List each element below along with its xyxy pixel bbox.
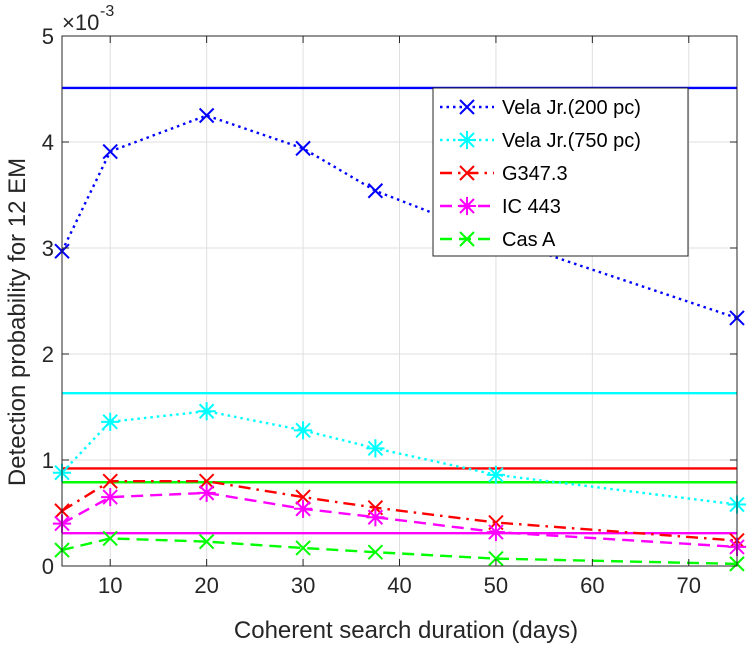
legend-marker bbox=[459, 165, 475, 181]
legend-label: G347.3 bbox=[502, 163, 568, 185]
x-tick-label: 40 bbox=[387, 573, 411, 598]
legend-marker bbox=[459, 231, 475, 247]
legend-marker bbox=[459, 99, 475, 115]
y-tick-label: 5 bbox=[42, 24, 54, 49]
x-tick-label: 60 bbox=[580, 573, 604, 598]
x-tick-label: 10 bbox=[98, 573, 122, 598]
legend-marker bbox=[457, 196, 477, 216]
data-point bbox=[293, 421, 313, 440]
data-point bbox=[197, 483, 216, 502]
legend-entry: Cas A bbox=[440, 229, 556, 251]
legend-entry: IC 443 bbox=[440, 196, 561, 218]
y-tick-label: 4 bbox=[42, 130, 54, 155]
data-point bbox=[486, 465, 506, 484]
y-tick-label: 2 bbox=[42, 342, 54, 367]
data-point bbox=[198, 533, 215, 550]
data-point bbox=[486, 522, 506, 542]
legend: Vela Jr.(200 pc) Vela Jr.(750 pc) G347.3 IC… bbox=[432, 87, 689, 257]
data-point bbox=[295, 540, 311, 556]
data-point bbox=[488, 550, 504, 567]
x-tick-label: 20 bbox=[194, 573, 218, 598]
data-point bbox=[366, 508, 385, 527]
legend-entry: G347.3 bbox=[440, 163, 568, 185]
x-tick-label: 70 bbox=[677, 573, 701, 598]
y-exponent-power: -3 bbox=[100, 3, 114, 20]
y-exponent-base: ×10 bbox=[62, 10, 99, 35]
legend-label: IC 443 bbox=[502, 196, 561, 218]
x-tick-label: 30 bbox=[291, 573, 315, 598]
y-tick-label: 0 bbox=[42, 554, 54, 579]
legend-entry: Vela Jr.(750 pc) bbox=[440, 130, 641, 152]
y-tick-label: 1 bbox=[42, 448, 54, 473]
series-4 bbox=[54, 530, 745, 572]
legend-marker bbox=[457, 130, 477, 150]
y-axis-title: Detection probability for 12 EM bbox=[4, 158, 31, 486]
legend-entry: Vela Jr.(200 pc) bbox=[440, 97, 641, 119]
axes bbox=[61, 35, 738, 567]
data-point bbox=[101, 412, 120, 431]
data-point bbox=[197, 402, 216, 421]
data-point bbox=[295, 140, 311, 157]
data-point bbox=[366, 439, 385, 458]
data-point bbox=[198, 473, 215, 489]
data-point bbox=[198, 107, 215, 124]
legend-label: Cas A bbox=[502, 229, 556, 251]
data-point bbox=[102, 143, 118, 160]
data-point bbox=[293, 499, 313, 518]
y-tick-label: 3 bbox=[42, 236, 54, 261]
data-point bbox=[367, 544, 384, 560]
x-tick-label: 50 bbox=[484, 573, 508, 598]
tick-labels: 10 20 30 40 50 60 70 0 1 2 3 4 5 bbox=[42, 24, 701, 598]
data-point bbox=[102, 473, 118, 489]
data-point bbox=[367, 183, 384, 199]
x-axis-title: Coherent search duration (days) bbox=[234, 617, 578, 644]
data-point bbox=[101, 488, 120, 507]
legend-label: Vela Jr.(750 pc) bbox=[502, 130, 641, 152]
data-point bbox=[295, 489, 311, 505]
y-axis-exponent: ×10 -3 bbox=[62, 3, 114, 35]
legend-label: Vela Jr.(200 pc) bbox=[502, 97, 641, 119]
data-point bbox=[102, 530, 118, 547]
legend-entries: Vela Jr.(200 pc) Vela Jr.(750 pc) G347.3 IC… bbox=[440, 97, 641, 251]
